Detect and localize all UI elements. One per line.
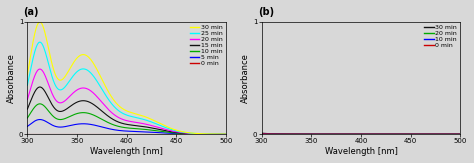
Y-axis label: Absorbance: Absorbance (241, 53, 250, 103)
X-axis label: Wavelength [nm]: Wavelength [nm] (91, 147, 163, 156)
Legend: 30 min, 25 min, 20 min, 15 min, 10 min, 5 min, 0 min: 30 min, 25 min, 20 min, 15 min, 10 min, … (189, 24, 224, 68)
X-axis label: Wavelength [nm]: Wavelength [nm] (325, 147, 397, 156)
Legend: 30 min, 20 min, 10 min, 0 min: 30 min, 20 min, 10 min, 0 min (423, 24, 458, 50)
Text: (a): (a) (23, 7, 39, 17)
Text: (b): (b) (258, 7, 274, 17)
Y-axis label: Absorbance: Absorbance (7, 53, 16, 103)
